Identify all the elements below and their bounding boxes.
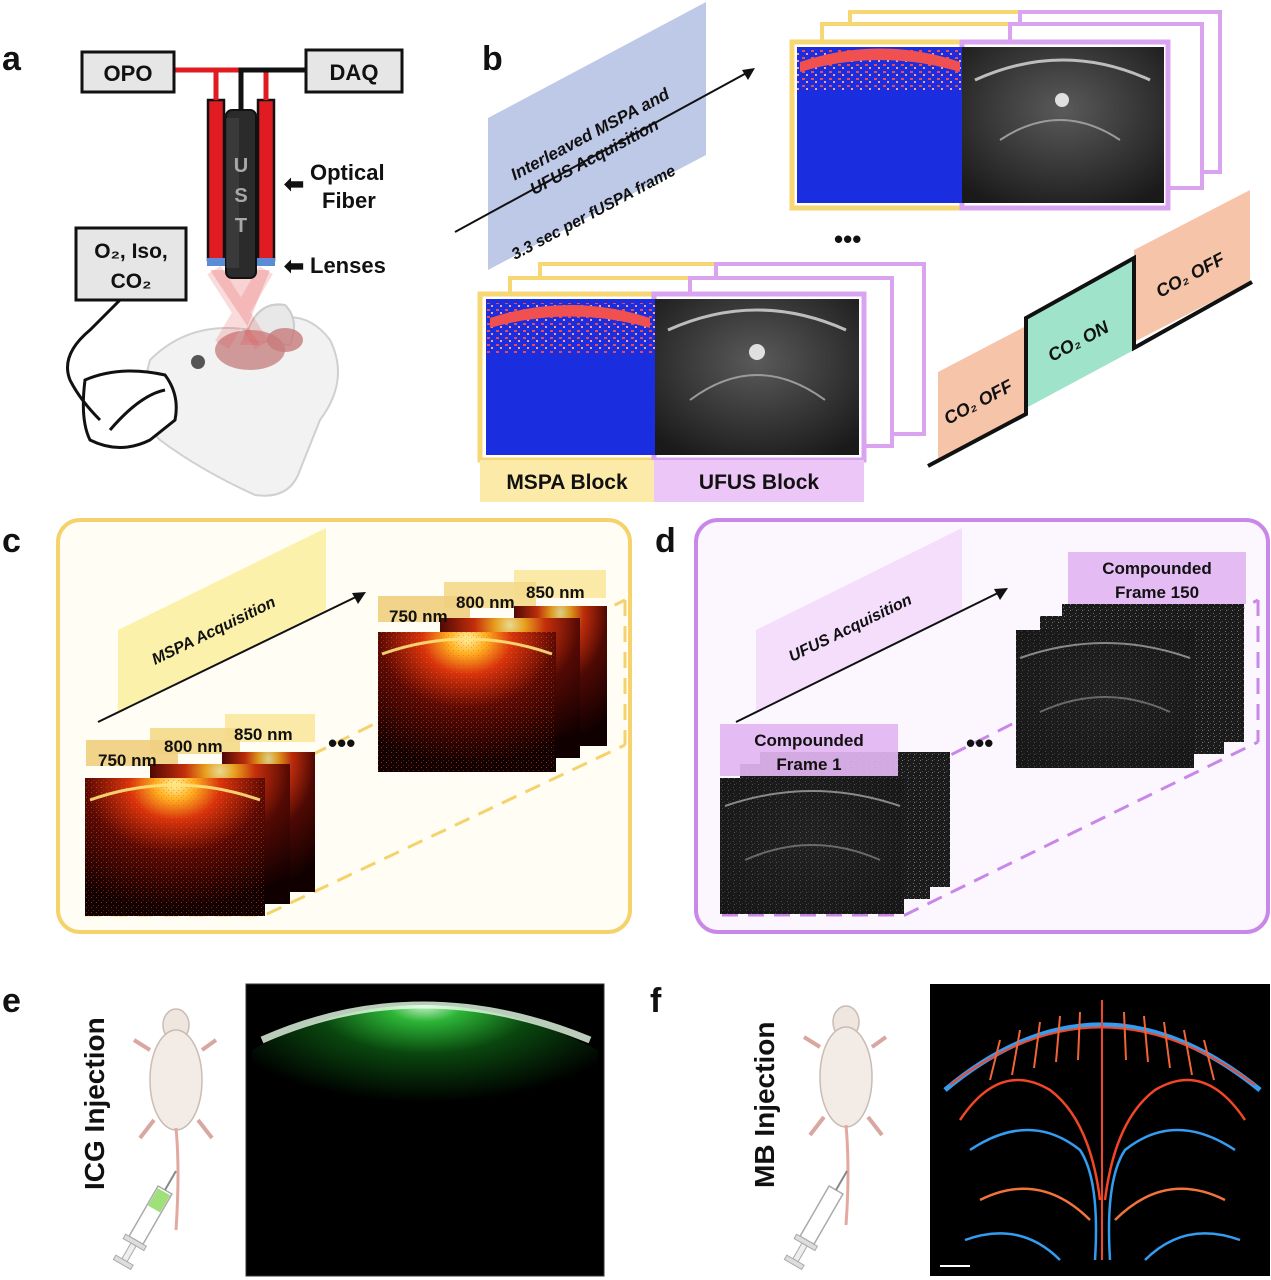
panel-label-a: a [2,40,22,78]
optical-fiber-right [256,98,276,262]
ellipsis-b-top: ••• [834,224,861,254]
compounded-frame-150-line2: Frame 150 [1115,583,1199,602]
lenses-label: Lenses [310,253,386,278]
ellipsis-c: ••• [328,728,355,758]
panel-d-ufus: UFUS Acquisition Compounded Frame 1 ••• [694,518,1270,934]
ufus-map-top [962,47,1164,203]
panel-c-mspa: MSPA Acquisition 850 nm 800 nm 750 nm ••… [56,518,632,934]
fiber-cable [174,67,219,100]
ust-letter-u: U [234,155,248,177]
compounded-frame-1-bg [720,724,898,776]
daq-cable [238,67,306,110]
wl-800-front: 800 nm [164,737,223,756]
lens-left [207,258,225,266]
wl-850-back: 850 nm [526,583,585,602]
opo-label: OPO [104,61,153,86]
mouse-icon [802,1005,888,1226]
optical-fiber-left [206,98,226,262]
arrow-head-icon [742,68,755,80]
gas-label-line1: O₂, Iso, [94,240,168,263]
interleaved-banner [488,2,706,270]
mouse-eye-illustration [191,355,205,369]
daq-box [304,48,404,94]
banner-arrow-line [454,69,753,233]
wl-750-front: 750 nm [98,751,157,770]
daq-label: DAQ [330,60,379,85]
panel-b-timeline: Interleaved MSPA and UFUS Acquisition 3.… [454,2,1253,502]
arrow-left-icon: ⬅ [284,253,304,280]
icg-signal [252,1005,598,1160]
ust-letter-t: T [235,215,247,237]
lens-right [257,258,275,266]
arrow-left-icon: ⬅ [284,171,304,198]
mspa-block-label-bg [480,460,654,502]
panel-label-c: c [2,522,21,560]
us-stack-back: Compounded Frame 150 [1016,552,1246,768]
laser-beam [210,270,270,345]
compounded-frame-1-line1: Compounded [754,731,864,750]
ellipsis-d: ••• [966,728,993,758]
compounded-frame-150-bg [1068,552,1246,604]
ufus-map-bottom [655,299,859,455]
co2-on-block [1026,260,1134,408]
wl-750-back: 750 nm [389,607,448,626]
mouse-icon [132,1008,218,1231]
panel-label-f: f [650,982,662,1020]
top-frame-stack [789,10,1222,211]
ust-letter-s: S [234,185,247,207]
bottom-frame-stack: MSPA Block UFUS Block [477,262,926,502]
ufus-block-label: UFUS Block [699,471,820,494]
panel-label-b: b [482,40,503,78]
co2-off-block-1 [938,326,1026,462]
arrow-head-icon [352,592,366,604]
wl-850-front: 850 nm [234,725,293,744]
gas-tubing [66,298,122,422]
co2-off-block-2 [1134,190,1250,342]
opo-box [80,50,176,94]
mspa-banner [118,528,326,712]
wl-800-back: 800 nm [456,593,515,612]
co2-step-diagram: CO₂ OFF CO₂ ON CO₂ OFF [927,190,1253,468]
compounded-frame-150-line1: Compounded [1102,559,1212,578]
panel-label-e: e [2,982,21,1020]
mb-injection-label: MB Injection [749,1022,780,1188]
syringe-icon [783,1170,848,1271]
panel-label-d: d [655,522,676,560]
arrow-head-icon [994,588,1008,600]
ufus-banner [756,528,962,712]
mspa-block-label: MSPA Block [506,471,628,494]
mb-image [930,984,1270,1276]
us-stack-front: Compounded Frame 1 [720,724,950,914]
ufus-block-label-bg [654,460,864,502]
pa-stack-front: 850 nm 800 nm 750 nm [85,714,315,916]
panel-a-setup: U S T OPO DAQ O₂, Iso, CO₂ ⬅ Optical Fib… [66,48,404,497]
pa-stack-back: 850 nm 800 nm 750 nm [378,570,607,772]
mb-vessels [943,1000,1262,1261]
optical-fiber-label-2: Fiber [322,188,376,213]
panel-e-icg: ICG Injection [79,983,605,1277]
dashed-guide [722,740,1259,917]
compounded-frame-1-line2: Frame 1 [776,755,841,774]
gas-label-line2: CO₂ [111,270,152,293]
panel-f-mb: MB Injection [749,984,1270,1276]
syringe-icon [112,1170,177,1271]
co2-step-line [927,254,1253,468]
icg-injection-label: ICG Injection [79,1017,110,1190]
optical-fiber-label-1: Optical [310,160,385,185]
gas-box [74,226,188,302]
